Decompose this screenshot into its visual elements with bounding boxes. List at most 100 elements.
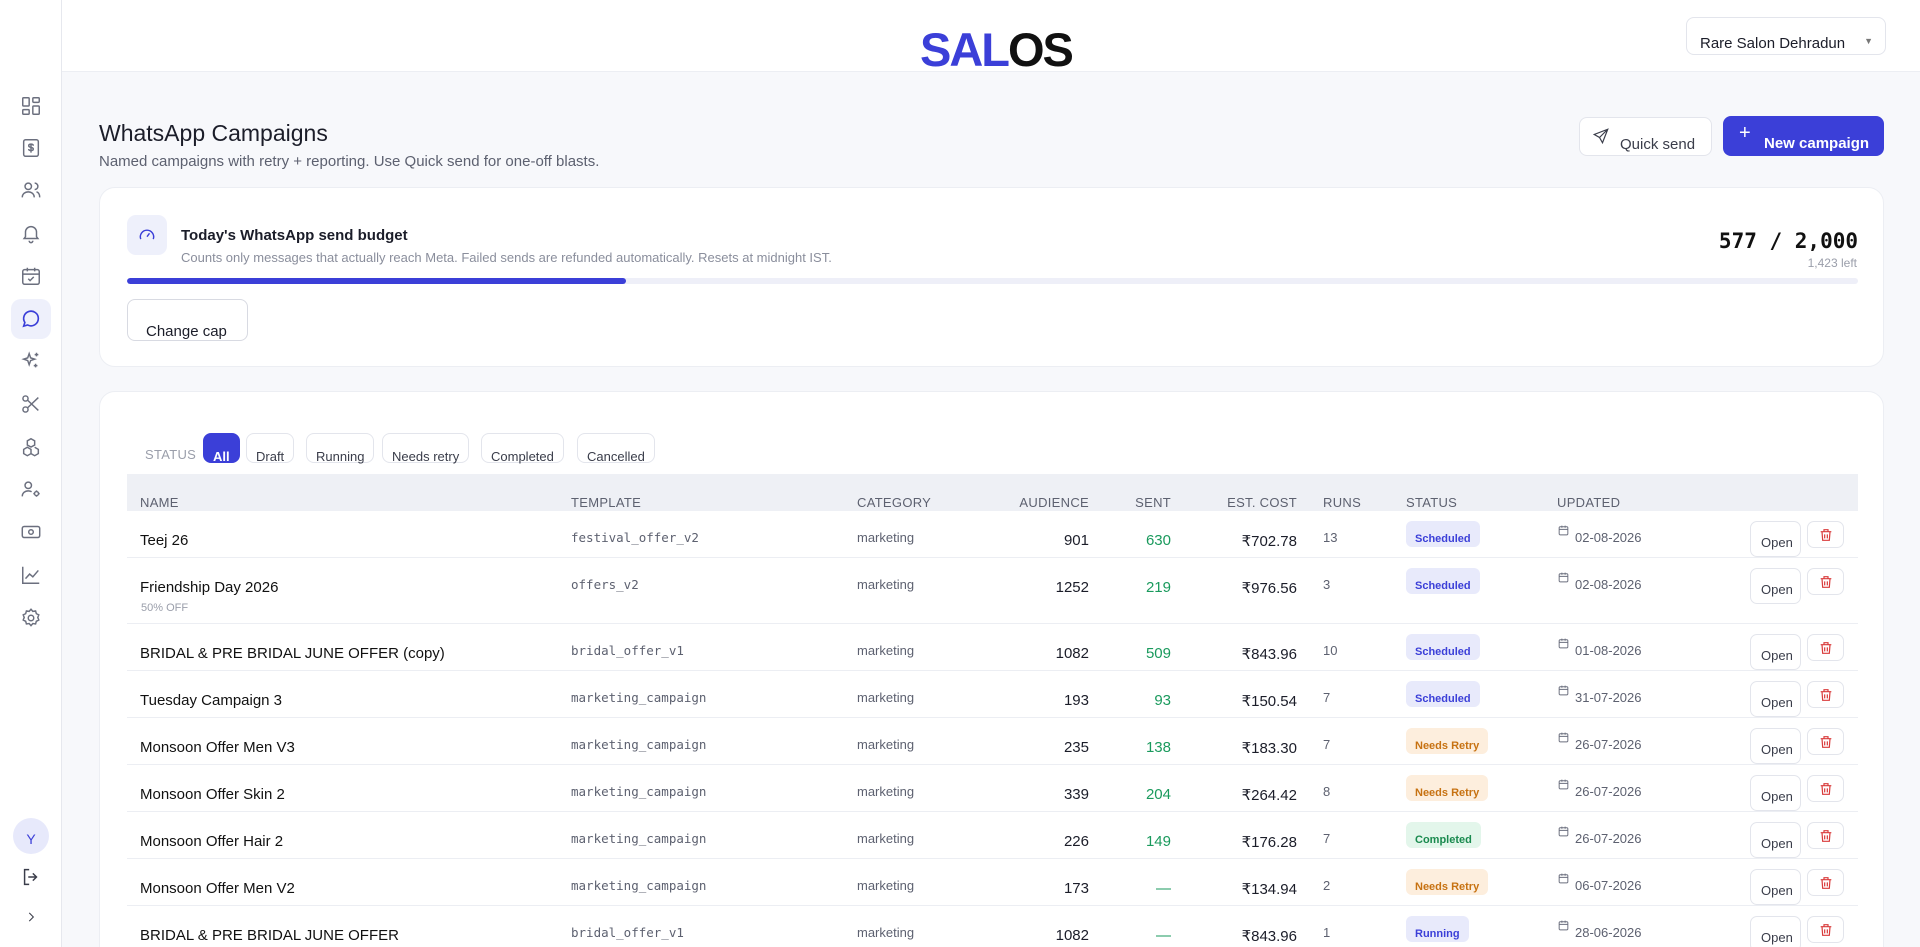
campaign-template: marketing_campaign [571,737,707,752]
delete-icon[interactable] [1807,521,1844,548]
campaign-sent: 219 [1145,579,1171,596]
logout-icon[interactable] [11,857,51,897]
campaign-name: Monsoon Offer Men V3 [140,739,295,756]
table-row[interactable]: BRIDAL & PRE BRIDAL JUNE OFFER (copy) bri… [127,624,1858,671]
filter-chip-completed[interactable]: Completed [481,433,564,464]
table-row[interactable]: Teej 26 festival_offer_v2 marketing 901 630 ₹… [127,511,1858,558]
status-badge: Running [1406,916,1469,942]
campaign-runs: 7 [1323,690,1331,705]
new-campaign-button[interactable]: + New campaign [1723,116,1884,156]
quick-send-button[interactable]: Quick send [1579,117,1712,156]
delete-icon[interactable] [1807,822,1844,849]
table-row[interactable]: Monsoon Offer Skin 2 marketing_campaign ma… [127,765,1858,812]
open-button[interactable]: Open [1750,634,1801,670]
campaign-runs: 13 [1323,530,1338,545]
campaign-audience: 1082 [1055,927,1089,944]
filter-chip-needs-retry[interactable]: Needs retry [382,433,470,464]
status-badge: Scheduled [1406,568,1480,594]
whatsapp-icon[interactable] [11,299,51,339]
salon-selector[interactable]: Rare Salon Dehradun ▼ [1686,17,1886,55]
delete-icon[interactable] [1807,728,1844,755]
table-row[interactable]: Tuesday Campaign 3 marketing_campaign mark… [127,671,1858,718]
campaign-updated: 01-08-2026 [1575,643,1642,658]
column-updated: UPDATED [1557,495,1621,510]
calendar-icon [1557,825,1570,841]
open-button[interactable]: Open [1750,728,1801,764]
column-audience: AUDIENCE [1019,495,1089,510]
delete-icon[interactable] [1807,869,1844,896]
campaign-updated: 02-08-2026 [1575,577,1642,592]
customers-icon[interactable] [11,170,51,210]
column-name: NAME [140,495,179,510]
delete-icon[interactable] [1807,775,1844,802]
campaign-template: marketing_campaign [571,690,707,705]
campaign-est-cost: ₹976.56 [1241,580,1297,597]
campaign-category: marketing [857,784,915,799]
campaign-est-cost: ₹702.78 [1241,533,1297,550]
campaign-name: Teej 26 [140,532,189,549]
new-campaign-label: New campaign [1764,135,1870,152]
delete-icon[interactable] [1807,916,1844,943]
calendar-icon [1557,872,1570,888]
staff-icon[interactable] [11,469,51,509]
calendar-icon [1557,731,1570,747]
open-button[interactable]: Open [1750,681,1801,717]
campaign-est-cost: ₹264.42 [1241,787,1297,804]
open-button[interactable]: Open [1750,521,1801,557]
settings-icon[interactable] [11,598,51,638]
campaign-sent: 630 [1145,532,1171,549]
delete-icon[interactable] [1807,568,1844,595]
change-cap-button[interactable]: Change cap [127,299,248,341]
status-badge: Scheduled [1406,634,1480,660]
billing-icon[interactable] [11,128,51,168]
table-row[interactable]: Friendship Day 2026 50% OFF offers_v2 marke… [127,558,1858,624]
campaign-sent: 204 [1145,786,1171,803]
table-row[interactable]: Monsoon Offer Men V3 marketing_campaign ma… [127,718,1858,765]
column-sent: SENT [1135,495,1171,510]
campaign-audience: 173 [1063,880,1089,897]
services-icon[interactable] [11,384,51,424]
filter-chip-running[interactable]: Running [306,433,375,464]
campaign-sent: 149 [1145,833,1171,850]
campaign-updated: 26-07-2026 [1575,784,1642,799]
reports-icon[interactable] [11,555,51,595]
user-avatar[interactable]: Y [13,818,49,854]
filter-chip-draft[interactable]: Draft [246,433,295,464]
calendar-icon [1557,919,1570,935]
filter-chip-all[interactable]: All [203,433,240,464]
campaign-audience: 339 [1063,786,1089,803]
delete-icon[interactable] [1807,681,1844,708]
open-button[interactable]: Open [1750,869,1801,905]
column-template: TEMPLATE [571,495,642,510]
campaign-template: marketing_campaign [571,784,707,799]
delete-icon[interactable] [1807,634,1844,661]
open-button[interactable]: Open [1750,916,1801,947]
campaign-audience: 1252 [1055,579,1089,596]
campaign-runs: 3 [1323,577,1331,592]
appointments-icon[interactable] [11,256,51,296]
open-button[interactable]: Open [1750,568,1801,604]
campaign-category: marketing [857,643,915,658]
salon-name: Rare Salon Dehradun [1700,35,1846,52]
ai-sparkle-icon[interactable] [11,341,51,381]
packages-icon[interactable] [11,427,51,467]
campaign-audience: 1082 [1055,645,1089,662]
filter-chip-cancelled[interactable]: Cancelled [577,433,655,464]
table-row[interactable]: BRIDAL & PRE BRIDAL JUNE OFFER bridal_off… [127,906,1858,947]
open-button[interactable]: Open [1750,775,1801,811]
campaign-name: Monsoon Offer Men V2 [140,880,295,897]
campaign-est-cost: ₹176.28 [1241,834,1297,851]
budget-progress-bar [127,278,1858,284]
table-row[interactable]: Monsoon Offer Hair 2 marketing_campaign ma… [127,812,1858,859]
table-row[interactable]: Monsoon Offer Men V2 marketing_campaign ma… [127,859,1858,906]
payments-icon[interactable] [11,512,51,552]
campaign-updated: 28-06-2026 [1575,925,1642,940]
budget-count: 577 / 2,000 [1718,229,1858,253]
expand-sidebar-icon[interactable] [11,897,51,937]
column-runs: RUNS [1323,495,1362,510]
open-button[interactable]: Open [1750,822,1801,858]
calendar-icon [1557,524,1570,540]
notifications-icon[interactable] [11,213,51,253]
campaign-category: marketing [857,577,915,592]
dashboard-icon[interactable] [11,86,51,126]
